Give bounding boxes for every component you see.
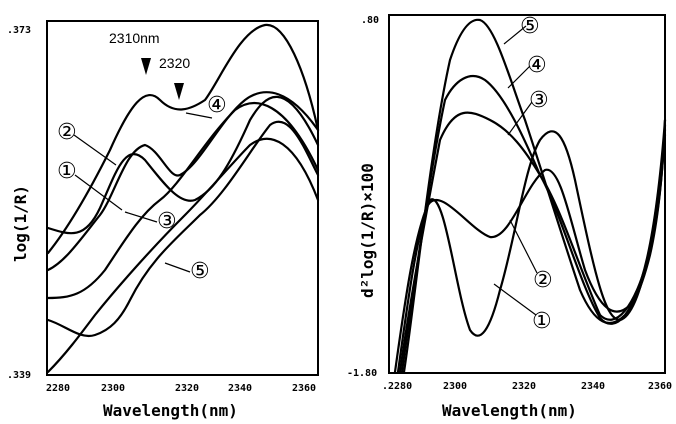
right-series-2-line: [396, 133, 667, 374]
right-series-4-line: [400, 74, 667, 374]
left-x-tick-2: 2320: [175, 383, 199, 394]
right-series-1-marker: ①: [532, 309, 552, 334]
right-x-axis-title: Wavelength(nm): [442, 401, 577, 420]
right-series-5-marker: ⑤: [520, 14, 540, 39]
right-x-tick-4: 2360: [648, 381, 672, 392]
right-chart: .80 -1.80 .2280 2300 2320 2340 2360 Wave…: [347, 14, 672, 420]
left-annotation-2310nm: 2310nm: [109, 30, 160, 46]
right-x-tick-0: .2280: [382, 381, 412, 392]
right-series-2-leader: [509, 219, 538, 274]
right-series-3-leader: [507, 101, 533, 136]
right-y-tick-bottom: -1.80: [347, 368, 377, 379]
left-series-3-line: [46, 102, 320, 300]
left-series-3-leader: [124, 211, 158, 223]
right-x-tick-1: 2300: [443, 381, 467, 392]
right-series-5-leader: [503, 25, 527, 45]
left-series-1-leader: [74, 174, 123, 211]
left-series-5-leader: [164, 262, 191, 273]
left-series-1-line: [46, 95, 320, 235]
right-series-2-marker: ②: [533, 268, 553, 293]
left-series-3-marker: ③: [157, 209, 177, 234]
left-series-4-line: [46, 23, 320, 255]
left-series-5-line: [46, 137, 320, 374]
left-y-tick-top: .373: [7, 25, 31, 36]
right-series-3-marker: ③: [529, 88, 549, 113]
left-x-tick-1: 2300: [101, 383, 125, 394]
left-x-tick-3: 2340: [228, 383, 252, 394]
right-series-4-marker: ④: [527, 53, 547, 78]
left-arrow-2310: [141, 58, 151, 75]
right-series-5-line: [402, 18, 667, 374]
left-y-axis-title: log(1/R): [11, 185, 30, 262]
right-series-4-leader: [507, 65, 531, 89]
right-x-tick-2: 2320: [512, 381, 536, 392]
left-y-tick-bottom: .339: [7, 370, 31, 381]
left-x-tick-0: 2280: [46, 383, 70, 394]
left-series-2-line: [46, 91, 320, 272]
right-series-1-leader: [493, 283, 537, 316]
left-series-extra-line: [46, 120, 320, 338]
left-arrow-2320: [174, 83, 184, 100]
left-annotation-2320: 2320: [159, 55, 190, 71]
right-y-axis-title: d²log(1/R)×100: [358, 163, 377, 298]
left-x-tick-4: 2360: [292, 383, 316, 394]
left-series-1-marker: ①: [57, 159, 77, 184]
left-series-4-marker: ④: [207, 93, 227, 118]
left-series-2-leader: [73, 134, 117, 166]
right-plot-frame: [388, 14, 666, 374]
right-x-tick-3: 2340: [581, 381, 605, 392]
left-series-2-marker: ②: [57, 120, 77, 145]
right-y-tick-top: .80: [361, 15, 379, 26]
left-x-axis-title: Wavelength(nm): [103, 401, 238, 420]
left-chart: .373 .339 2280 2300 2320 2340 2360 Wavel…: [7, 20, 320, 420]
left-series-4-leader: [185, 112, 213, 119]
left-series-5-marker: ⑤: [190, 259, 210, 284]
